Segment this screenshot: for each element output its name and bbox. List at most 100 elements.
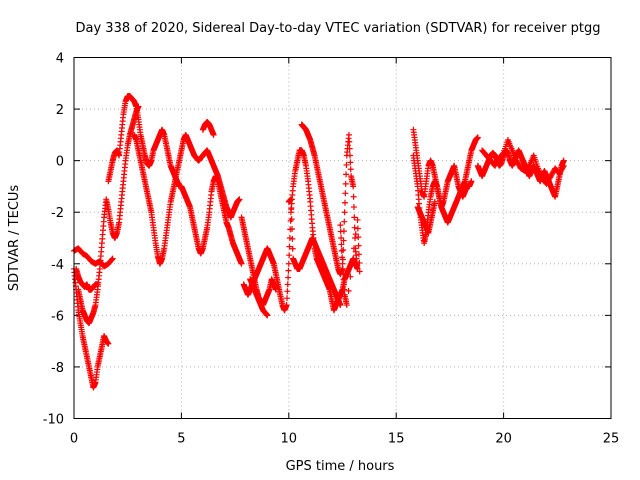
data-point [346,138,353,145]
y-axis-label: SDTVAR / TECUs [7,185,22,292]
series-s4 [73,265,101,293]
data-point [342,190,349,197]
data-point [431,198,438,205]
data-point [288,206,295,213]
data-point [340,247,347,254]
series-s11 [285,196,344,309]
y-tick-label: -8 [51,361,64,376]
data-point [108,256,115,263]
data-point [288,216,295,223]
data-point [337,228,344,235]
data-point [283,302,290,309]
data-point [109,255,116,262]
data-point [352,231,359,238]
y-tick-label: -6 [51,309,64,324]
data-point [347,166,354,173]
data-point [287,196,294,203]
data-point [339,265,346,272]
data-point [350,204,357,211]
data-point [286,243,293,250]
data-point [338,247,345,254]
x-tick-label: 10 [281,432,298,447]
series-s18 [479,137,567,187]
data-point [337,222,344,229]
data-point [238,260,245,267]
data-point [340,271,347,278]
plot-frame [73,57,612,419]
data-point [345,287,352,294]
y-tick-label: -2 [51,206,64,221]
y-tick-label: -10 [43,413,64,428]
data-point [351,214,358,221]
data-point [289,245,296,252]
series-s10 [247,276,271,319]
data-point [341,286,348,293]
data-point [560,157,567,164]
data-point [356,268,363,275]
series-s6 [131,131,243,267]
data-point [347,159,354,166]
data-point [354,216,361,223]
series-s3 [75,103,142,327]
x-tick-label: 15 [388,432,405,447]
data-point [285,267,292,274]
data-point [342,180,349,187]
data-point [339,260,346,267]
data-point [356,259,363,266]
data-point [350,183,357,190]
data-point [289,225,296,232]
x-tick-label: 25 [603,432,620,447]
series-s1 [71,245,116,270]
data-point [474,134,481,141]
data-point [560,162,567,169]
data-point [343,302,350,309]
data-point [342,199,349,206]
data-marks [71,93,567,391]
data-point [284,281,291,288]
axis-ticks: 0 5 10 15 20 25 -10 -8 -6 -4 -2 0 2 4 [43,52,620,447]
data-point [355,234,362,241]
data-point [284,295,291,302]
series-s7 [199,118,217,138]
data-point [346,145,353,152]
data-point [338,241,345,248]
y-tick-label: 0 [56,155,64,170]
data-point [349,259,356,266]
data-point [499,150,506,157]
data-point [468,178,475,185]
y-tick-label: -4 [51,258,64,273]
data-point [264,312,271,319]
data-point [560,164,567,171]
data-point [355,251,362,258]
series-s13 [337,216,363,309]
data-point [350,245,357,252]
data-point [285,274,292,281]
data-point [236,196,243,203]
y-tick-label: 4 [56,52,64,67]
chart-title: Day 338 of 2020, Sidereal Day-to-day VTE… [76,21,601,36]
x-axis-label: GPS time / hours [286,459,395,474]
data-point [286,252,293,259]
data-point [339,254,346,261]
data-point [343,171,350,178]
data-point [94,281,101,288]
x-tick-label: 5 [177,432,185,447]
data-point [105,340,112,347]
data-point [351,224,358,231]
data-point [210,131,217,138]
data-point [285,260,292,267]
data-point [355,242,362,249]
y-tick-label: 2 [56,103,64,118]
data-point [337,302,344,309]
data-point [347,152,354,159]
data-point [284,288,291,295]
series-s2 [71,265,112,391]
data-point [341,209,348,216]
x-tick-label: 20 [495,432,512,447]
data-point [289,235,296,242]
data-point [345,131,352,138]
x-tick-label: 0 [70,432,78,447]
series-s16 [414,198,438,236]
data-point [350,193,357,200]
